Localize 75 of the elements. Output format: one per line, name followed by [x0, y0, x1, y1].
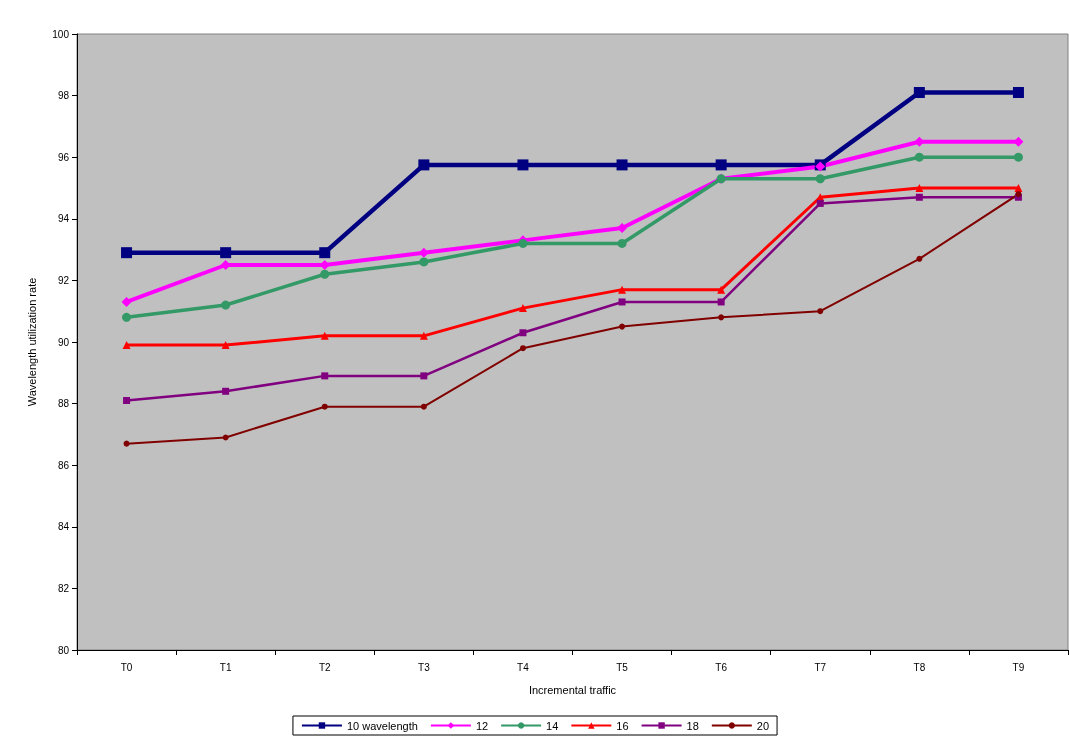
point — [617, 223, 628, 234]
x-tick-label: T6 — [715, 661, 728, 673]
legend-label: 14 — [546, 719, 559, 732]
point — [1014, 184, 1023, 192]
legend-label: 10 wavelength — [346, 719, 418, 732]
x-tick-label: T7 — [814, 661, 827, 673]
legend-label: 20 — [756, 719, 770, 732]
point — [320, 269, 330, 279]
point — [715, 159, 727, 171]
point — [816, 199, 824, 207]
y-tick-label: 84 — [57, 521, 70, 533]
point — [123, 440, 130, 447]
point — [319, 247, 331, 259]
point — [418, 159, 430, 171]
point — [222, 434, 229, 441]
point — [617, 238, 627, 248]
x-tick-label: T3 — [418, 661, 431, 673]
y-tick-label: 90 — [57, 336, 70, 348]
point — [717, 298, 725, 306]
point — [915, 184, 924, 192]
x-tick-label: T2 — [318, 661, 332, 673]
y-tick-label: 96 — [57, 151, 70, 163]
x-tick-label: T0 — [120, 661, 133, 673]
point — [419, 331, 428, 340]
point — [913, 87, 925, 99]
point — [619, 323, 626, 330]
point — [717, 285, 726, 294]
point — [517, 159, 529, 171]
y-tick-label: 92 — [57, 274, 70, 286]
point — [915, 193, 923, 201]
point — [321, 372, 329, 380]
point — [123, 397, 131, 405]
point — [220, 247, 232, 259]
point — [122, 312, 132, 322]
point — [221, 341, 230, 350]
point — [618, 285, 627, 294]
x-tick-label: T9 — [1012, 661, 1025, 673]
point — [222, 387, 230, 395]
x-tick-label: T4 — [517, 661, 530, 673]
point — [1013, 152, 1023, 162]
point — [419, 257, 429, 267]
point — [817, 308, 824, 315]
y-tick-label: 98 — [57, 90, 70, 102]
x-tick-label: T5 — [616, 661, 629, 673]
point — [518, 304, 527, 313]
y-tick-label: 94 — [57, 213, 70, 225]
point — [320, 331, 329, 340]
x-axis-title: Incremental traffic — [528, 683, 617, 696]
point — [121, 247, 133, 259]
point — [815, 174, 825, 184]
legend-label: 18 — [686, 719, 699, 732]
point — [718, 314, 725, 321]
legend-label: 12 — [475, 719, 489, 732]
point — [616, 159, 628, 171]
x-tick-label: T8 — [913, 661, 926, 673]
y-tick-label: 100 — [52, 28, 70, 40]
point — [914, 152, 924, 162]
point — [420, 372, 428, 380]
point — [916, 255, 923, 262]
point — [618, 298, 626, 306]
y-tick-label: 82 — [57, 582, 70, 594]
point — [519, 345, 526, 352]
y-tick-label: 86 — [57, 459, 70, 471]
legend-label: 16 — [616, 719, 629, 732]
point — [1012, 87, 1024, 99]
point — [121, 296, 132, 307]
point — [122, 341, 131, 350]
point — [519, 329, 527, 337]
y-tick-label: 80 — [57, 644, 70, 656]
point — [420, 403, 427, 410]
point — [321, 403, 328, 410]
point — [221, 300, 231, 310]
y-tick-label: 88 — [57, 398, 70, 410]
y-axis-title: Wavelength utilization rate — [25, 277, 38, 407]
x-tick-label: T1 — [219, 661, 232, 673]
